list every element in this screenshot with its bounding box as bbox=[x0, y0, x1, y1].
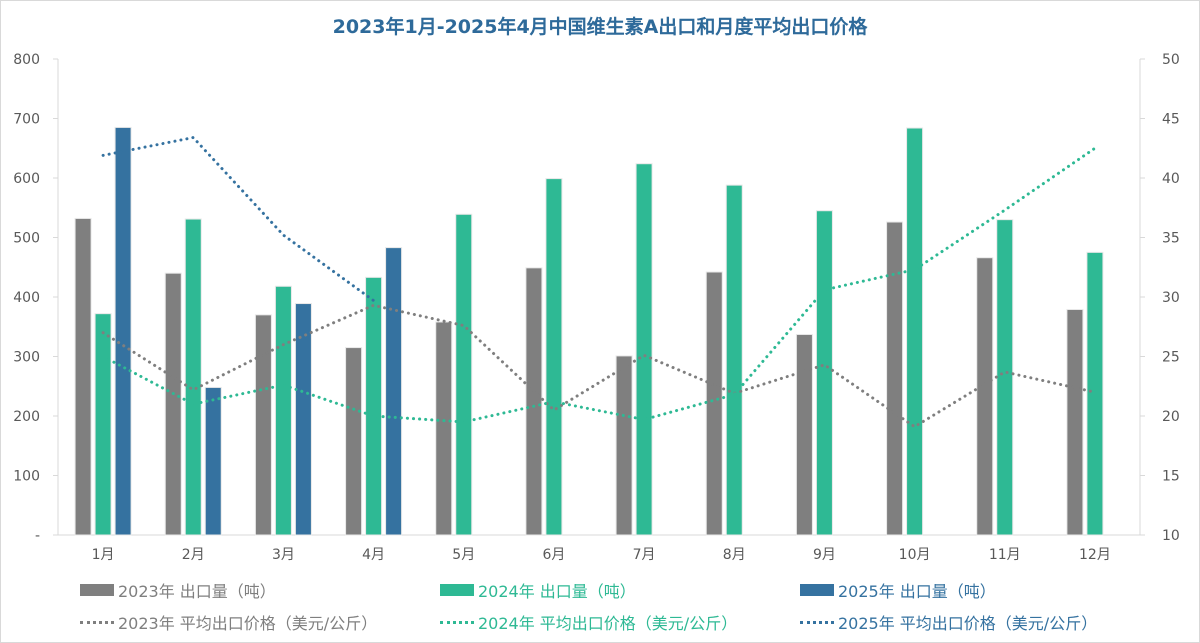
bar-2023-10 bbox=[886, 221, 904, 536]
bar-2023-4 bbox=[345, 347, 363, 536]
x-tick-label: 8月 bbox=[723, 547, 746, 563]
bar-2023-7 bbox=[615, 355, 633, 536]
left-tick-label: 700 bbox=[13, 112, 40, 128]
x-tick-label: 2月 bbox=[182, 547, 205, 563]
x-tick-label: 4月 bbox=[362, 547, 385, 563]
x-tick-label: 6月 bbox=[542, 547, 565, 563]
left-tick-label: 200 bbox=[13, 409, 40, 425]
x-tick-label: 5月 bbox=[452, 547, 475, 563]
bar-2024-1 bbox=[94, 313, 112, 536]
legend-swatch bbox=[440, 584, 474, 596]
bar-2023-3 bbox=[254, 314, 272, 536]
right-tick-label: 30 bbox=[1162, 290, 1180, 306]
legend-label: 2024年 平均出口价格（美元/公斤） bbox=[478, 614, 738, 633]
bar-2025-4 bbox=[385, 247, 403, 536]
price-line-2023 bbox=[101, 303, 1097, 429]
bar-2024-4 bbox=[365, 276, 383, 536]
legend-item-bar-2025: 2025年 出口量（吨） bbox=[800, 578, 1160, 602]
bar-2024-5 bbox=[455, 213, 473, 536]
bar-2024-7 bbox=[635, 163, 653, 536]
right-tick-label: 20 bbox=[1162, 409, 1180, 425]
legend-label: 2025年 平均出口价格（美元/公斤） bbox=[838, 614, 1098, 633]
right-tick-label: 10 bbox=[1162, 528, 1180, 544]
bar-2023-5 bbox=[435, 321, 453, 536]
bar-2023-6 bbox=[525, 267, 543, 536]
x-tick-label: 10月 bbox=[899, 547, 931, 563]
bar-2025-2 bbox=[204, 386, 222, 536]
bar-2024-2 bbox=[184, 218, 202, 536]
bar-2024-8 bbox=[725, 184, 743, 536]
legend-line bbox=[80, 620, 114, 624]
bar-2024-11 bbox=[996, 219, 1014, 536]
legend-swatch bbox=[800, 584, 834, 596]
bar-2025-3 bbox=[294, 303, 312, 536]
legend: 2023年 出口量（吨） 2024年 出口量（吨） 2025年 出口量（吨） 2… bbox=[80, 578, 1180, 634]
right-tick-label: 40 bbox=[1162, 171, 1180, 187]
legend-item-line-2023: 2023年 平均出口价格（美元/公斤） bbox=[80, 610, 440, 634]
bar-2023-8 bbox=[705, 271, 723, 536]
right-tick-label: 45 bbox=[1162, 112, 1180, 128]
legend-label: 2025年 出口量（吨） bbox=[838, 582, 996, 601]
x-tick-label: 9月 bbox=[813, 547, 836, 563]
right-tick-label: 15 bbox=[1162, 469, 1180, 485]
bar-2024-6 bbox=[545, 178, 563, 536]
right-tick-label: 35 bbox=[1162, 231, 1180, 247]
legend-label: 2024年 出口量（吨） bbox=[478, 582, 636, 601]
left-tick-label: - bbox=[35, 528, 40, 544]
x-tick-label: 3月 bbox=[272, 547, 295, 563]
left-tick-label: 400 bbox=[13, 290, 40, 306]
x-tick-label: 1月 bbox=[92, 547, 115, 563]
price-line-2024 bbox=[101, 146, 1097, 424]
bar-2023-12 bbox=[1066, 308, 1084, 536]
left-tick-label: 100 bbox=[13, 469, 40, 485]
bar-2024-12 bbox=[1086, 251, 1104, 536]
right-tick-label: 50 bbox=[1162, 52, 1180, 68]
legend-line bbox=[440, 620, 474, 624]
bar-2023-9 bbox=[795, 333, 813, 536]
price-line-2025 bbox=[101, 135, 376, 303]
bar-2024-9 bbox=[815, 210, 833, 536]
legend-line bbox=[800, 620, 834, 624]
right-tick-label: 25 bbox=[1162, 350, 1180, 366]
bar-2023-11 bbox=[976, 257, 994, 536]
legend-item-line-2025: 2025年 平均出口价格（美元/公斤） bbox=[800, 610, 1160, 634]
legend-label: 2023年 平均出口价格（美元/公斤） bbox=[118, 614, 378, 633]
bar-2024-10 bbox=[906, 127, 924, 536]
legend-item-bar-2023: 2023年 出口量（吨） bbox=[80, 578, 440, 602]
legend-swatch bbox=[80, 584, 114, 596]
x-tick-label: 11月 bbox=[989, 547, 1021, 563]
legend-item-line-2024: 2024年 平均出口价格（美元/公斤） bbox=[440, 610, 800, 634]
bar-2025-1 bbox=[114, 126, 132, 536]
legend-item-bar-2024: 2024年 出口量（吨） bbox=[440, 578, 800, 602]
left-tick-label: 300 bbox=[13, 350, 40, 366]
left-tick-label: 800 bbox=[13, 52, 40, 68]
chart-title: 2023年1月-2025年4月中国维生素A出口和月度平均出口价格 bbox=[332, 16, 868, 38]
left-tick-label: 500 bbox=[13, 231, 40, 247]
bar-2023-1 bbox=[74, 217, 92, 536]
x-tick-label: 7月 bbox=[633, 547, 656, 563]
bar-2024-3 bbox=[274, 285, 292, 536]
bar-2023-2 bbox=[164, 272, 182, 536]
left-tick-label: 600 bbox=[13, 171, 40, 187]
x-tick-label: 12月 bbox=[1079, 547, 1111, 563]
legend-label: 2023年 出口量（吨） bbox=[118, 582, 276, 601]
